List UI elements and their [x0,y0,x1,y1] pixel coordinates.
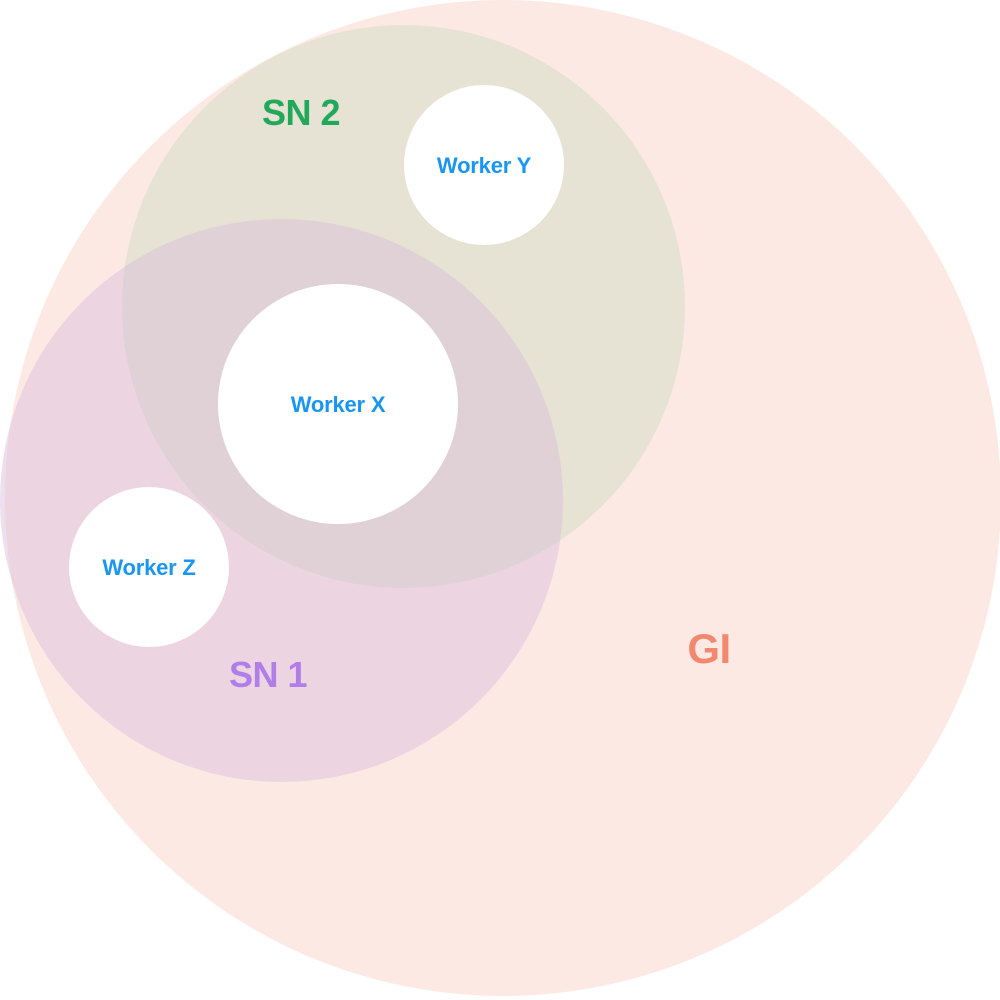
worker-z-circle [69,487,229,647]
gi-label: GI [687,625,731,672]
worker-x-circle [218,284,458,524]
worker-y-label: Worker Y [436,153,532,178]
worker-z-label: Worker Z [102,555,196,580]
sn1-label: SN 1 [228,654,308,695]
sn2-label: SN 2 [261,92,341,133]
worker-x-label: Worker X [290,392,386,417]
worker-y-circle [404,85,564,245]
